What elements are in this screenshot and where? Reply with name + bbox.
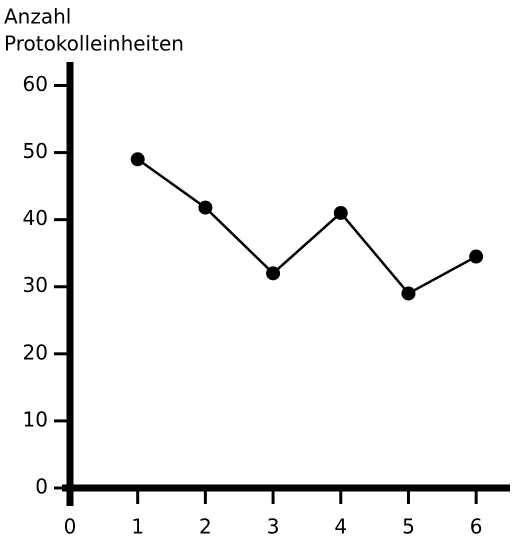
x-tick-label: 3 (267, 515, 280, 539)
x-tick-label: 5 (402, 515, 415, 539)
y-tick-label: 10 (23, 407, 48, 431)
x-tick-label: 0 (64, 515, 77, 539)
y-tick-label: 0 (35, 475, 48, 499)
y-axis-label: Anzahl (4, 5, 71, 29)
y-tick-label: 40 (23, 206, 48, 230)
data-point (198, 200, 213, 215)
y-tick-label: 60 (23, 72, 48, 96)
y-tick-label: 20 (23, 340, 48, 364)
data-line (136, 158, 477, 296)
data-point (401, 286, 416, 301)
data-point (130, 152, 145, 167)
x-tick-label: 6 (470, 515, 483, 539)
data-point (469, 249, 484, 264)
data-point (333, 205, 348, 220)
y-tick-label: 30 (23, 273, 48, 297)
y-tick-label: 50 (23, 139, 48, 163)
y-axis-label: Protokolleinheiten (4, 32, 184, 56)
x-tick-label: 4 (334, 515, 347, 539)
x-tick-label: 1 (131, 515, 144, 539)
data-point (266, 266, 281, 281)
x-tick-label: 2 (199, 515, 212, 539)
